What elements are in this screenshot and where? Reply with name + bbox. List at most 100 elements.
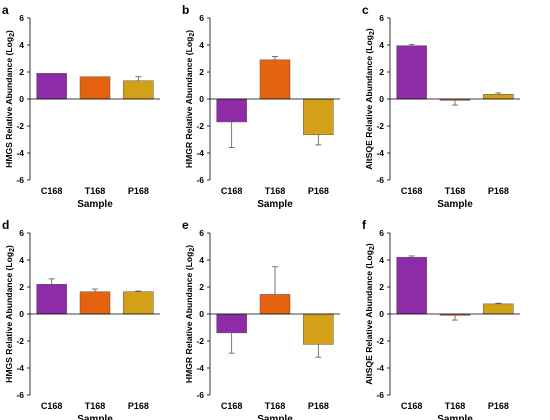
category-label: T168	[85, 186, 106, 196]
y-tick-label: -6	[376, 175, 384, 185]
category-label: P168	[128, 401, 149, 411]
category-label: T168	[445, 186, 466, 196]
y-tick-label: 6	[199, 13, 204, 23]
y-tick-label: 2	[199, 282, 204, 292]
y-tick-label: 2	[379, 67, 384, 77]
bar-p168	[303, 313, 334, 345]
y-tick-label: 0	[379, 94, 384, 104]
bar-p168	[123, 291, 154, 315]
category-label: P168	[488, 401, 509, 411]
bar-c168	[216, 313, 247, 334]
bar-t168	[259, 294, 291, 315]
y-tick-label: -4	[16, 363, 24, 373]
category-label: C168	[221, 401, 243, 411]
bar-t168	[79, 76, 111, 100]
panel-label: c	[362, 3, 369, 17]
y-tick-label: -2	[196, 121, 204, 131]
category-label: P168	[128, 186, 149, 196]
panel-label: a	[2, 3, 9, 17]
y-tick-label: 0	[19, 94, 24, 104]
panel-label: e	[182, 218, 189, 232]
x-axis-label: Sample	[437, 199, 473, 210]
y-axis-label-main: AltSQE Relative Abundance (Log	[364, 35, 374, 170]
x-axis-label: Sample	[77, 414, 113, 420]
category-label: C168	[41, 186, 63, 196]
y-axis-label-main: HMGS Relative Abundance (Log	[4, 37, 14, 168]
y-axis-label-subscript: 2	[9, 33, 16, 37]
bar-p168	[483, 303, 514, 315]
y-axis-label-tail: )	[4, 245, 14, 248]
y-tick-label: -2	[16, 336, 24, 346]
y-axis-label-main: HMGR Relative Abundance (Log	[184, 37, 194, 168]
y-tick-label: 4	[199, 40, 204, 50]
category-label: P168	[308, 401, 329, 411]
y-tick-label: 6	[19, 13, 24, 23]
y-tick-label: -4	[196, 363, 204, 373]
category-label: P168	[488, 186, 509, 196]
y-axis-label-subscript: 2	[189, 33, 196, 37]
y-tick-label: 0	[199, 309, 204, 319]
y-tick-label: -6	[196, 175, 204, 185]
y-tick-label: -4	[376, 148, 384, 158]
y-tick-label: 2	[19, 67, 24, 77]
y-tick-label: 2	[379, 282, 384, 292]
category-label: T168	[265, 401, 286, 411]
y-tick-label: -4	[196, 148, 204, 158]
y-tick-label: 4	[19, 255, 24, 265]
y-axis-label: AltSQE Relative Abundance (Log2)	[364, 28, 376, 170]
bar-t168	[79, 291, 111, 315]
x-axis-label: Sample	[257, 199, 293, 210]
y-tick-label: 6	[19, 228, 24, 238]
bar-c168	[36, 284, 67, 315]
category-label: P168	[308, 186, 329, 196]
y-tick-label: 4	[199, 255, 204, 265]
y-axis-label-tail: )	[184, 30, 194, 33]
y-tick-label: -2	[376, 121, 384, 131]
panel-label: f	[362, 218, 367, 232]
chart-panel-f: f -6 -4 -2 0 2 4 6 C168 T168 P168 Sample AltSQE Rela…	[362, 218, 520, 420]
x-axis-label: Sample	[257, 414, 293, 420]
y-tick-label: 0	[379, 309, 384, 319]
y-tick-label: 4	[379, 40, 384, 50]
y-axis-label-subscript: 2	[189, 248, 196, 252]
x-axis-label: Sample	[77, 199, 113, 210]
bar-t168	[259, 59, 291, 100]
y-tick-label: -6	[196, 390, 204, 400]
category-label: T168	[445, 401, 466, 411]
y-tick-label: 0	[199, 94, 204, 104]
bar-c168	[396, 257, 427, 315]
y-axis-label-subscript: 2	[369, 31, 376, 35]
y-axis-label-main: HMGR Relative Abundance (Log	[184, 252, 194, 383]
y-axis-label: HMGR Relative Abundance (Log2)	[184, 245, 196, 383]
y-axis-label-tail: )	[364, 28, 374, 31]
y-axis-label-tail: )	[4, 30, 14, 33]
panel-label: d	[2, 218, 9, 232]
y-tick-label: -4	[16, 148, 24, 158]
y-axis-label-tail: )	[364, 243, 374, 246]
y-tick-label: 6	[379, 228, 384, 238]
bar-c168	[36, 73, 67, 100]
y-axis-label-tail: )	[184, 245, 194, 248]
y-tick-label: 4	[19, 40, 24, 50]
y-axis-label-main: HMGS Relative Abundance (Log	[4, 252, 14, 383]
y-tick-label: -2	[196, 336, 204, 346]
y-tick-label: 0	[19, 309, 24, 319]
category-label: C168	[221, 186, 243, 196]
y-tick-label: -6	[16, 390, 24, 400]
bar-p168	[483, 94, 514, 100]
y-tick-label: -2	[16, 121, 24, 131]
y-tick-label: 4	[379, 255, 384, 265]
y-axis-label-subscript: 2	[9, 248, 16, 252]
category-label: C168	[401, 401, 423, 411]
y-tick-label: -6	[376, 390, 384, 400]
y-axis-label-subscript: 2	[369, 246, 376, 250]
y-tick-label: -2	[376, 336, 384, 346]
y-axis-label: HMGS Relative Abundance (Log2)	[4, 245, 16, 383]
bar-c168	[396, 45, 427, 100]
y-tick-label: 2	[199, 67, 204, 77]
category-label: T168	[265, 186, 286, 196]
